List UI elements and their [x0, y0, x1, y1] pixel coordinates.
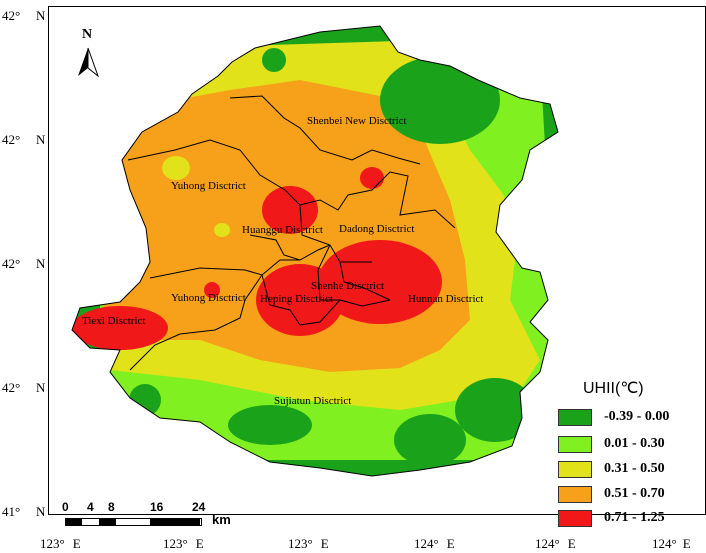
legend-swatch: [558, 408, 592, 426]
legend-item: 0.51 - 0.70: [558, 484, 665, 504]
district-boundaries: [127, 95, 456, 371]
lon-tick: 123° E: [40, 536, 81, 551]
district-label: Heping Disctrict: [260, 293, 333, 305]
legend-swatch: [558, 485, 592, 503]
district-label: Sujiatun Disctrict: [274, 395, 351, 407]
legend-item: 0.31 - 0.50: [558, 459, 665, 479]
district-label: Tiexi Disctrict: [82, 315, 145, 327]
lon-tick: 123° E: [288, 536, 329, 551]
city-outline: [71, 25, 559, 477]
legend-swatch: [558, 460, 592, 478]
district-label: Yuhong Disctrict: [171, 180, 246, 192]
legend-item: 0.01 - 0.30: [558, 434, 665, 454]
legend-title: UHII(℃): [583, 380, 644, 397]
scale-bar: 0 4 8 16 24 km: [62, 500, 231, 527]
lon-tick: 124° E: [535, 536, 576, 551]
lon-tick: 124° E: [414, 536, 455, 551]
lon-tick: 124° E: [652, 536, 691, 551]
district-label: Shenhe Disctrict: [311, 280, 384, 292]
district-label: Hunnan Disctrict: [408, 293, 483, 305]
legend-swatch: [558, 509, 592, 527]
legend-item: 0.71 - 1.25: [558, 508, 665, 528]
legend-item: -0.39 - 0.00: [558, 407, 669, 427]
north-label: N: [82, 27, 92, 42]
district-label: Huanggu Disctrict: [242, 224, 323, 236]
north-arrow-icon: N: [78, 27, 100, 78]
district-label: Yuhong Disctrict: [171, 292, 246, 304]
district-label: Shenbei New Disctrict: [307, 115, 407, 127]
district-labels: Shenbei New Disctrict Yuhong Disctrict H…: [82, 115, 483, 407]
legend-swatch: [558, 435, 592, 453]
district-label: Dadong Disctrict: [339, 223, 414, 235]
lon-tick: 123° E: [163, 536, 204, 551]
